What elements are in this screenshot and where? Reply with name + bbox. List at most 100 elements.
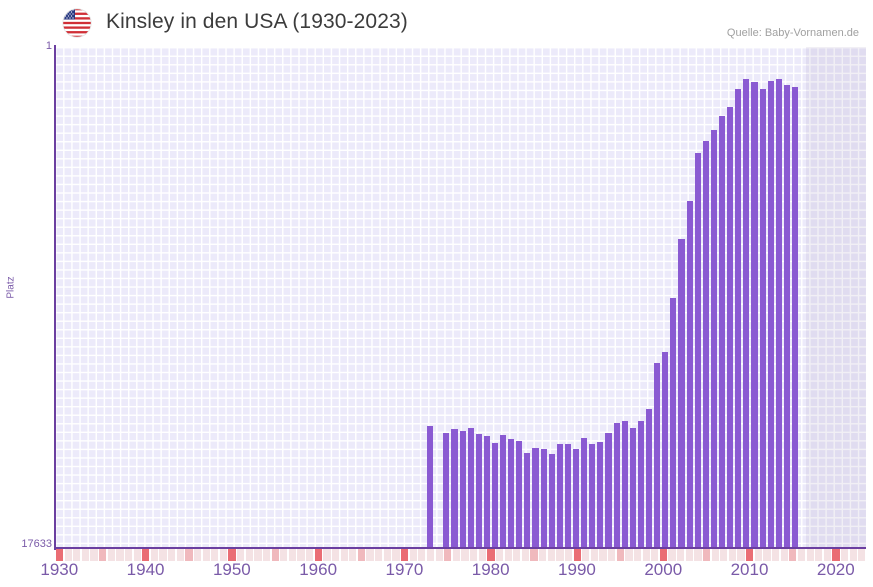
x-tick-1939: [133, 549, 141, 561]
bar-2016[interactable]: [751, 82, 758, 548]
chart-header: Kinsley in den USA (1930-2023) Quelle: B…: [0, 0, 873, 47]
bar-1979[interactable]: [451, 429, 458, 548]
x-axis-label-1990: 1990: [558, 560, 596, 579]
y-axis-line: [54, 45, 56, 550]
bar-2018[interactable]: [767, 81, 774, 548]
x-tick-2005: [702, 549, 711, 561]
bar-1992[interactable]: [556, 444, 563, 548]
x-axis-label-2010: 2010: [730, 560, 769, 579]
x-tick-1996: [625, 549, 633, 561]
bar-2000[interactable]: [621, 421, 628, 548]
bar-2013[interactable]: [727, 107, 734, 548]
x-tick-1941: [150, 549, 159, 561]
x-tick-1992: [590, 549, 599, 561]
bar-2008[interactable]: [686, 201, 693, 548]
source-attribution: Quelle: Baby-Vornamen.de: [726, 27, 859, 39]
x-tick-1935: [99, 549, 107, 561]
bar-2015[interactable]: [743, 79, 750, 548]
bar-1980[interactable]: [459, 431, 466, 548]
bar-2007[interactable]: [678, 239, 685, 548]
bar-1993[interactable]: [564, 444, 572, 548]
bar-1999[interactable]: [613, 423, 620, 548]
x-tick-1982: [504, 549, 512, 561]
bar-1986[interactable]: [508, 439, 515, 548]
bar-1984[interactable]: [491, 443, 499, 548]
bar-1982[interactable]: [475, 434, 482, 548]
x-tick-1943: [168, 549, 176, 561]
bar-1996[interactable]: [589, 444, 596, 548]
x-tick-2018: [815, 549, 823, 561]
bar-1989[interactable]: [532, 448, 539, 548]
x-tick-1966: [366, 549, 374, 561]
bar-1998[interactable]: [605, 433, 612, 548]
bar-2020[interactable]: [783, 85, 790, 548]
x-tick-1997: [633, 549, 642, 561]
x-tick-1938: [124, 549, 133, 561]
bar-1981[interactable]: [467, 428, 474, 548]
bar-1994[interactable]: [573, 449, 580, 548]
bar-2005[interactable]: [662, 352, 669, 548]
x-tick-1959: [306, 549, 314, 561]
x-tick-1979: [478, 549, 486, 561]
bar-1983[interactable]: [483, 436, 490, 548]
bar-1988[interactable]: [524, 453, 531, 548]
bar-1976[interactable]: [427, 426, 434, 548]
bar-1991[interactable]: [548, 454, 555, 548]
x-tick-1945: [185, 549, 193, 561]
x-tick-1968: [383, 549, 391, 561]
x-axis-ticks: [55, 549, 866, 562]
bar-2012[interactable]: [718, 116, 726, 548]
x-axis-label-1930: 1930: [40, 560, 79, 579]
x-tick-1948: [211, 549, 219, 561]
bar-2021[interactable]: [791, 87, 799, 548]
x-tick-2004: [694, 549, 702, 561]
x-tick-1981: [495, 549, 504, 561]
x-tick-1976: [452, 549, 460, 561]
bar-2011[interactable]: [710, 130, 717, 548]
page-title: Kinsley in den USA (1930-2023): [106, 10, 408, 33]
x-tick-1974: [435, 549, 443, 561]
bar-1978[interactable]: [443, 433, 450, 548]
x-tick-1933: [81, 549, 89, 561]
x-tick-2020: [832, 549, 840, 561]
x-tick-1942: [159, 549, 167, 561]
bar-1987[interactable]: [516, 441, 523, 548]
x-tick-2016: [797, 549, 806, 561]
x-tick-1993: [599, 549, 607, 561]
bar-1990[interactable]: [540, 449, 547, 548]
bar-1995[interactable]: [581, 438, 588, 548]
x-tick-1983: [513, 549, 521, 561]
x-tick-1962: [331, 549, 340, 561]
x-tick-1984: [521, 549, 529, 561]
bar-2006[interactable]: [670, 298, 677, 548]
bar-2017[interactable]: [759, 89, 766, 548]
x-tick-2013: [771, 549, 780, 561]
x-tick-1949: [219, 549, 228, 561]
x-tick-1973: [426, 549, 435, 561]
x-tick-1950: [228, 549, 236, 561]
bar-2001[interactable]: [629, 428, 636, 548]
bar-1997[interactable]: [597, 442, 604, 548]
x-tick-1967: [375, 549, 383, 561]
bar-1985[interactable]: [500, 435, 507, 548]
x-tick-1940: [142, 549, 150, 561]
bar-2010[interactable]: [702, 141, 709, 548]
x-tick-1957: [288, 549, 297, 561]
bar-2014[interactable]: [735, 89, 742, 548]
bar-2004[interactable]: [654, 363, 661, 548]
bar-2009[interactable]: [694, 153, 701, 548]
x-tick-2003: [685, 549, 693, 561]
x-tick-1965: [357, 549, 366, 561]
bar-2019[interactable]: [775, 79, 782, 548]
x-tick-1951: [237, 549, 245, 561]
bar-2003[interactable]: [645, 409, 653, 548]
x-tick-2001: [668, 549, 676, 561]
x-tick-2009: [737, 549, 745, 561]
x-tick-1978: [470, 549, 478, 561]
bar-2002[interactable]: [637, 421, 644, 548]
x-tick-2010: [746, 549, 754, 561]
x-tick-1934: [90, 549, 98, 561]
x-axis-label-1940: 1940: [126, 560, 165, 579]
x-tick-1952: [245, 549, 253, 561]
